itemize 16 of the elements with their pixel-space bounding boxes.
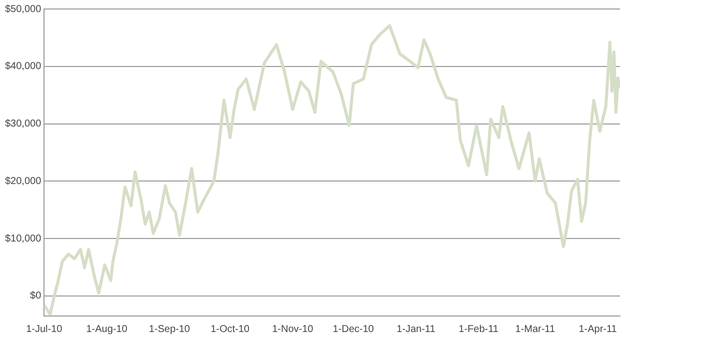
y-tick-label: $40,000: [4, 61, 42, 72]
y-tick-label: $0: [30, 290, 42, 302]
x-tick-label: 1-Mar-11: [515, 324, 556, 335]
x-tick-label: 1-Jan-11: [396, 324, 436, 335]
x-tick-label: 1-Aug-10: [86, 324, 128, 335]
x-tick-label: 1-Feb-11: [458, 324, 499, 335]
y-tick-label: $10,000: [4, 233, 42, 244]
x-tick-label: 1-Dec-10: [332, 324, 374, 335]
y-tick-label: $30,000: [4, 118, 42, 130]
x-tick-label: 1-Apr-11: [578, 324, 618, 335]
y-tick-label: $20,000: [4, 176, 42, 187]
y-tick-label: $50,000: [4, 4, 42, 15]
x-tick-label: 1-Sep-10: [148, 324, 190, 335]
x-tick-label: 1-Nov-10: [272, 324, 314, 335]
x-tick-label: 1-Oct-10: [210, 324, 250, 335]
x-tick-label: 1-Jul-10: [26, 324, 63, 335]
